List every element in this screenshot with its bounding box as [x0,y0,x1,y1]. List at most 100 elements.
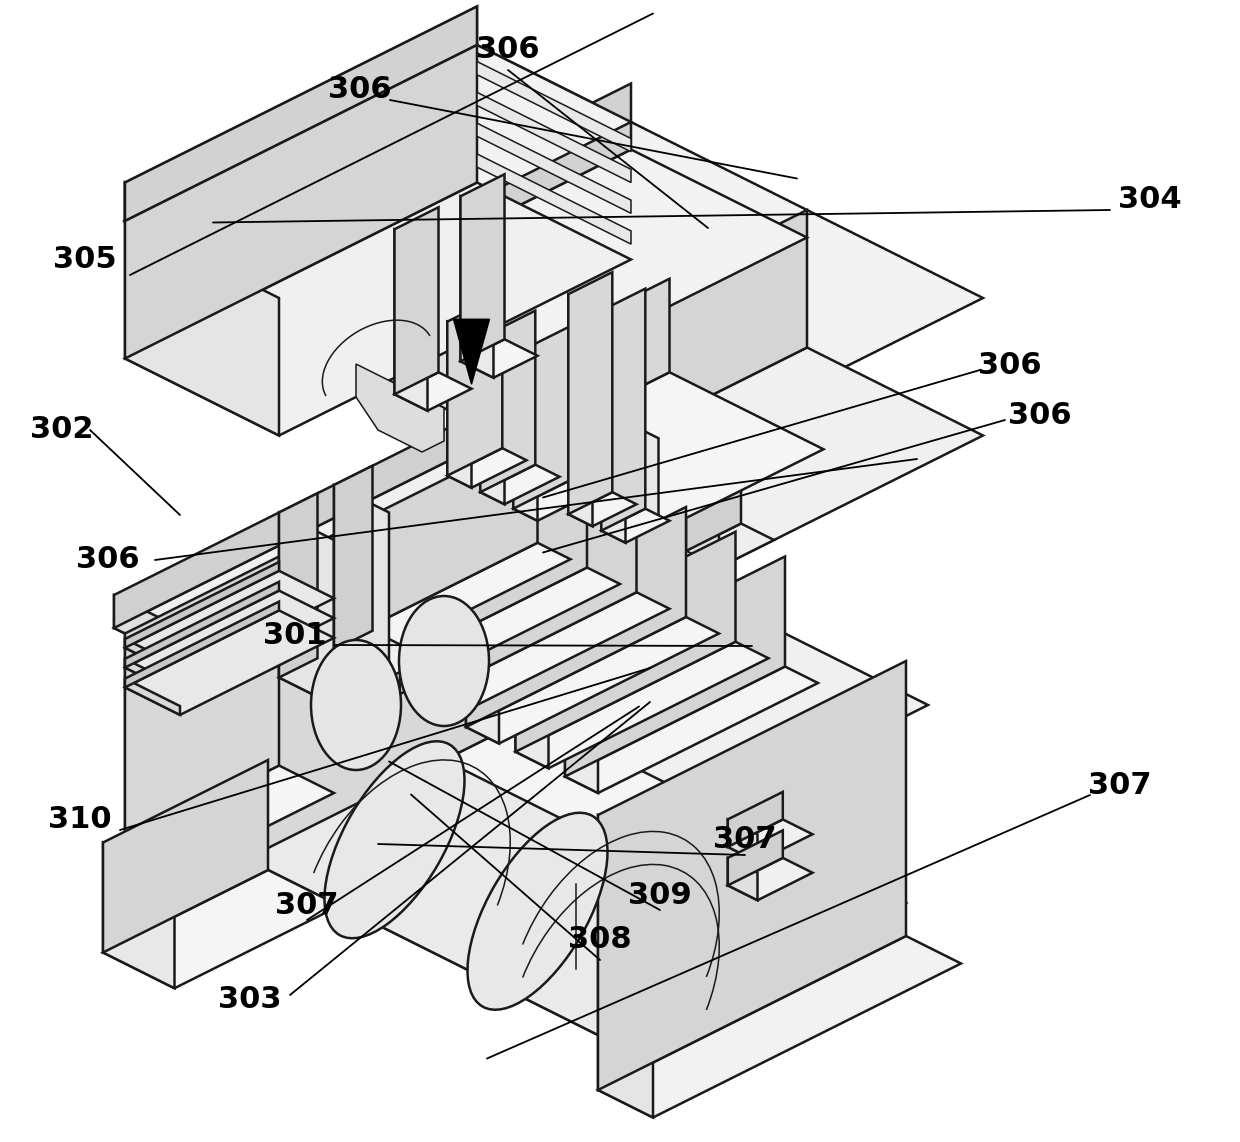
Polygon shape [460,175,505,361]
Polygon shape [279,150,807,413]
Text: 309: 309 [629,880,692,909]
Polygon shape [686,523,774,568]
Polygon shape [601,508,670,542]
Polygon shape [394,207,439,394]
Ellipse shape [467,813,608,1010]
Polygon shape [114,452,532,661]
Polygon shape [565,667,598,793]
Polygon shape [448,322,471,488]
Polygon shape [728,820,812,862]
Text: 306: 306 [476,35,539,64]
Polygon shape [480,311,536,492]
Polygon shape [246,661,620,1046]
Polygon shape [466,507,686,727]
Ellipse shape [311,640,401,770]
Text: 306: 306 [76,546,140,574]
Polygon shape [728,791,782,847]
Polygon shape [568,272,613,514]
Polygon shape [455,347,983,611]
Polygon shape [728,858,812,900]
Polygon shape [317,542,351,669]
Polygon shape [114,419,466,628]
Ellipse shape [325,741,465,939]
Text: 307: 307 [275,891,339,919]
Polygon shape [394,372,471,411]
Text: 305: 305 [53,246,117,274]
Polygon shape [598,936,961,1118]
Polygon shape [480,338,505,505]
Polygon shape [224,507,928,859]
Text: 306: 306 [978,351,1042,379]
Polygon shape [367,568,401,694]
Polygon shape [505,372,823,532]
Polygon shape [568,492,636,526]
Polygon shape [125,640,180,675]
Polygon shape [246,716,906,1046]
Polygon shape [279,259,455,413]
Polygon shape [125,556,279,843]
Polygon shape [568,295,593,526]
Text: 304: 304 [1118,185,1182,215]
Polygon shape [513,481,593,521]
Text: 302: 302 [30,416,94,444]
Text: 310: 310 [48,805,112,835]
Polygon shape [125,611,334,715]
Polygon shape [125,45,631,298]
Polygon shape [125,590,334,695]
Text: 306: 306 [1008,401,1071,429]
Polygon shape [598,661,906,1089]
Polygon shape [466,617,498,743]
Polygon shape [103,870,340,988]
Polygon shape [728,820,758,862]
Polygon shape [505,279,670,455]
Polygon shape [279,513,334,705]
Polygon shape [125,183,279,298]
Polygon shape [489,480,543,548]
Polygon shape [455,210,807,523]
Polygon shape [516,642,769,769]
Polygon shape [279,658,372,705]
Polygon shape [356,364,444,452]
Text: 308: 308 [568,925,632,955]
Polygon shape [675,550,719,622]
Text: 307: 307 [1089,771,1152,799]
Polygon shape [454,320,490,384]
Polygon shape [601,311,625,542]
Polygon shape [417,482,636,702]
Polygon shape [686,496,719,568]
Polygon shape [125,634,180,870]
Polygon shape [125,765,334,870]
Polygon shape [279,493,317,677]
Text: 306: 306 [329,75,392,105]
Polygon shape [279,83,631,325]
Polygon shape [334,466,372,650]
Polygon shape [477,62,631,152]
Polygon shape [460,196,494,378]
Polygon shape [516,642,548,769]
Text: 303: 303 [218,986,281,1014]
Polygon shape [598,815,653,1118]
Polygon shape [448,295,502,476]
Polygon shape [367,568,620,694]
Polygon shape [246,518,532,859]
Polygon shape [103,759,268,952]
Polygon shape [125,183,631,435]
Polygon shape [728,858,758,900]
Polygon shape [125,45,983,474]
Polygon shape [224,628,620,859]
Polygon shape [125,659,180,695]
Polygon shape [466,617,719,743]
Polygon shape [455,386,631,611]
Polygon shape [480,465,559,505]
Polygon shape [601,289,645,531]
Polygon shape [125,222,279,435]
Polygon shape [513,355,537,521]
Polygon shape [565,667,818,793]
Polygon shape [505,361,658,532]
Polygon shape [367,458,587,677]
Polygon shape [728,830,782,885]
Polygon shape [125,45,477,359]
Polygon shape [224,474,532,661]
Polygon shape [125,7,477,222]
Polygon shape [317,542,570,669]
